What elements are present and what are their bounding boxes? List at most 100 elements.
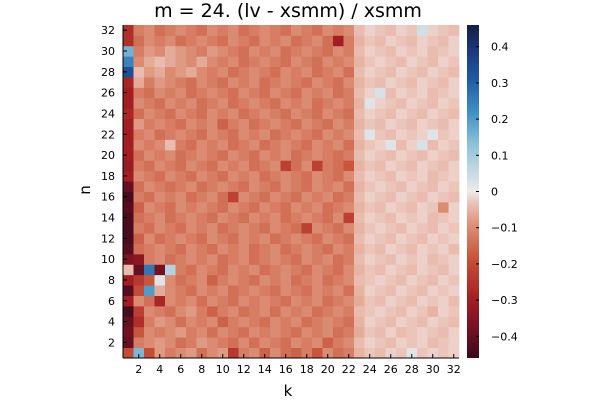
heatmap-cell <box>165 97 176 109</box>
heatmap-cell <box>301 181 313 192</box>
heatmap-cell <box>123 305 134 317</box>
heatmap-cell <box>123 295 134 307</box>
heatmap-cell <box>438 337 449 348</box>
heatmap-cell <box>354 347 365 359</box>
heatmap-cell <box>322 233 334 244</box>
heatmap-cell <box>291 149 302 161</box>
heatmap-cell <box>364 243 376 255</box>
heatmap-cell <box>175 285 187 296</box>
heatmap-cell <box>186 87 197 99</box>
heatmap-cell <box>133 337 145 348</box>
heatmap-cell <box>207 274 218 286</box>
heatmap-cell <box>123 45 134 57</box>
heatmap-cell <box>186 181 197 192</box>
heatmap-cell <box>406 337 418 348</box>
heatmap-cell <box>364 77 376 88</box>
heatmap-cell <box>438 347 449 359</box>
heatmap-cell <box>333 212 344 224</box>
heatmap-cell <box>217 243 229 255</box>
y-tick-label: 28 <box>101 66 115 79</box>
heatmap-cell <box>312 347 323 359</box>
heatmap-cell <box>406 77 418 88</box>
heatmap-cell <box>238 305 250 317</box>
heatmap-cell <box>165 66 176 78</box>
heatmap-cell <box>165 337 176 348</box>
heatmap-cell <box>417 253 428 265</box>
heatmap-cell <box>375 285 386 296</box>
heatmap-cell <box>417 66 428 78</box>
heatmap-cell <box>427 77 439 88</box>
heatmap-cell <box>175 56 187 68</box>
heatmap-cell <box>427 25 439 36</box>
heatmap-cell <box>133 274 145 286</box>
heatmap-cell <box>396 139 407 151</box>
heatmap-cell <box>144 108 155 120</box>
heatmap-cell <box>207 212 218 224</box>
heatmap-cell <box>375 170 386 182</box>
heatmap-cell <box>186 149 197 161</box>
heatmap-cell <box>228 316 239 328</box>
heatmap-cell <box>301 264 313 276</box>
heatmap-cell <box>385 160 397 172</box>
heatmap-cell <box>406 316 418 328</box>
heatmap-cell <box>448 212 460 224</box>
heatmap-cell <box>186 274 197 286</box>
heatmap-cell <box>438 222 449 234</box>
heatmap-cell <box>217 170 229 182</box>
heatmap-cell <box>280 305 292 317</box>
heatmap-cell <box>280 347 292 359</box>
heatmap-cell <box>259 295 271 307</box>
heatmap-cell <box>375 316 386 328</box>
heatmap-cell <box>291 222 302 234</box>
heatmap-cell <box>217 337 229 348</box>
heatmap-cell <box>259 170 271 182</box>
heatmap-cell <box>280 233 292 244</box>
heatmap-cell <box>301 316 313 328</box>
heatmap-cell <box>301 295 313 307</box>
heatmap-cell <box>406 118 418 130</box>
heatmap-cell <box>207 97 218 109</box>
heatmap-cell <box>375 45 386 57</box>
heatmap-cell <box>196 25 208 36</box>
heatmap-cell <box>133 108 145 120</box>
heatmap-cell <box>217 285 229 296</box>
heatmap-cell <box>333 25 344 36</box>
heatmap-cell <box>175 77 187 88</box>
heatmap-cell <box>259 87 271 99</box>
heatmap-cell <box>343 25 355 36</box>
heatmap-cell <box>186 108 197 120</box>
heatmap-cell <box>238 118 250 130</box>
heatmap-cell <box>207 326 218 338</box>
heatmap-cell <box>448 274 460 286</box>
heatmap-cell <box>133 56 145 68</box>
heatmap-cell <box>448 35 460 47</box>
heatmap-cell <box>375 108 386 120</box>
heatmap-cell <box>175 212 187 224</box>
heatmap-cell <box>312 201 323 213</box>
heatmap-cell <box>322 201 334 213</box>
heatmap-cell <box>259 191 271 203</box>
y-tick-label: 6 <box>108 295 115 308</box>
heatmap-cell <box>123 56 134 68</box>
heatmap-cell <box>165 285 176 296</box>
heatmap-cell <box>259 264 271 276</box>
heatmap-cell <box>207 233 218 244</box>
heatmap-cell <box>238 87 250 99</box>
heatmap-cell <box>133 66 145 78</box>
heatmap-cell <box>270 243 281 255</box>
heatmap-cell <box>165 243 176 255</box>
heatmap-cell <box>249 108 260 120</box>
heatmap-cell <box>364 201 376 213</box>
heatmap-cell <box>270 305 281 317</box>
heatmap-cell <box>175 316 187 328</box>
heatmap-cell <box>301 222 313 234</box>
heatmap-cell <box>238 222 250 234</box>
heatmap-cell <box>259 25 271 36</box>
heatmap-cell <box>333 316 344 328</box>
colorbar-tick-label: 0.4 <box>491 41 509 54</box>
heatmap-cell <box>144 316 155 328</box>
heatmap-cell <box>186 316 197 328</box>
heatmap-cell <box>144 77 155 88</box>
heatmap-cell <box>249 201 260 213</box>
heatmap-cell <box>301 201 313 213</box>
